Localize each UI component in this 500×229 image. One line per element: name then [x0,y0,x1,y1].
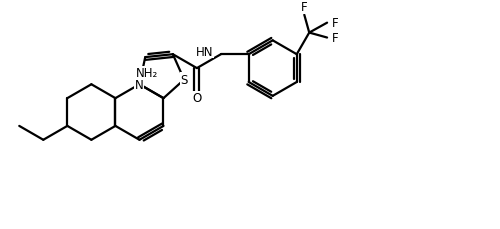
Text: O: O [192,92,202,105]
Text: S: S [180,74,188,87]
Text: F: F [332,17,338,30]
Text: F: F [301,1,308,14]
Text: F: F [332,32,338,45]
Text: NH₂: NH₂ [136,67,158,80]
Text: HN: HN [196,46,213,58]
Text: N: N [135,78,144,91]
